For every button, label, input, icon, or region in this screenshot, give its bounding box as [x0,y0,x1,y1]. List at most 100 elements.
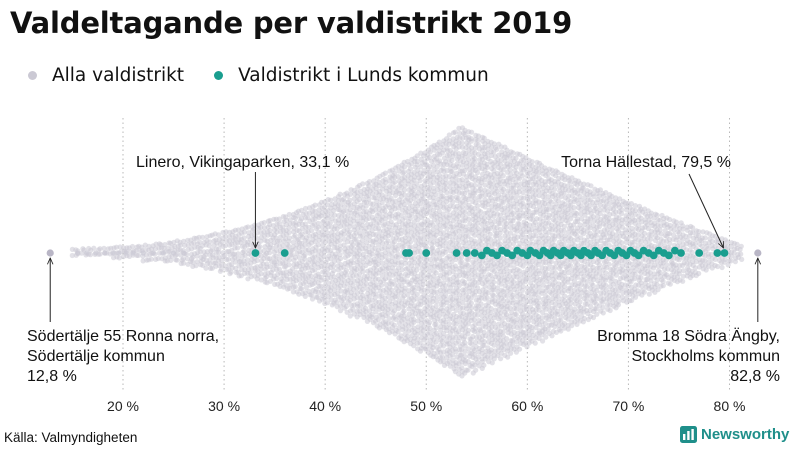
district-point [347,197,353,203]
district-point [375,261,381,267]
district-point [351,278,357,284]
district-point [341,242,347,248]
district-point [367,260,373,267]
district-point [395,329,401,335]
district-point [322,239,328,245]
district-point [385,265,391,271]
district-point [418,201,424,207]
district-point [97,246,103,252]
district-point [233,259,239,265]
district-point [181,260,187,266]
district-point [401,279,407,285]
district-point [219,239,225,245]
district-point [497,230,503,236]
district-point [110,250,116,256]
district-point [312,216,318,222]
district-point [331,258,337,264]
district-point [344,272,350,278]
district-point [561,228,567,234]
district-point [309,292,315,298]
district-point [324,202,330,208]
district-point [116,255,122,261]
district-point [257,244,263,250]
district-point [638,274,644,281]
district-point [343,267,349,274]
district-point [258,277,264,283]
district-point [405,209,411,215]
district-point [535,295,542,301]
district-point [561,190,567,196]
district-point [526,318,532,324]
district-point [190,254,196,260]
district-point [193,263,199,269]
district-point [296,255,303,261]
district-point [478,241,484,247]
district-point [424,289,431,295]
district-point [276,216,282,222]
district-point [427,154,433,160]
district-point [299,286,305,292]
district-point [427,325,433,331]
district-point [519,173,526,179]
district-point [286,262,292,268]
district-point [276,221,282,227]
district-point [303,284,309,291]
newsworthy-logo[interactable]: Newsworthy [680,426,789,443]
district-point [267,227,273,234]
lund-district-point [470,249,479,257]
district-point [508,350,514,356]
district-point [446,206,452,212]
annotation-label: Bromma 18 Södra Ängby, [597,327,780,345]
legend-item-all[interactable]: Alla valdistrikt [28,65,184,86]
district-point [341,204,347,210]
district-point [411,319,417,325]
district-point [402,260,408,266]
district-point [430,298,436,305]
district-point [302,293,308,299]
district-point [692,240,699,246]
district-point [430,277,436,283]
district-point [356,196,362,203]
district-point [459,140,465,146]
district-point [510,279,516,285]
district-point [513,311,519,318]
district-point [353,230,359,236]
district-point [337,191,343,197]
district-point [311,221,317,227]
lund-district-point [695,249,704,257]
district-point [274,225,280,231]
district-point [738,251,744,257]
annotation-label: Torna Hällestad, 79,5 % [561,154,731,171]
district-point [420,328,426,334]
district-point [532,340,538,346]
district-point [308,273,314,279]
lund-district-point [405,249,413,257]
district-point [588,183,594,189]
district-point [474,170,481,176]
district-point [469,305,475,311]
district-point [392,179,398,185]
legend-item-lund[interactable]: Valdistrikt i Lunds kommun [214,65,489,86]
district-point [331,263,337,269]
district-point [292,284,298,290]
district-point [417,178,423,184]
district-point [526,276,532,282]
district-point [552,186,558,192]
district-point [401,243,407,249]
district-point [350,242,356,248]
district-point [498,356,504,362]
district-point [372,295,378,301]
district-point [101,245,107,251]
district-point [414,267,420,273]
district-point [356,242,362,248]
district-point [376,242,382,248]
district-point [338,288,344,294]
district-point [389,268,395,274]
district-point [407,166,414,172]
district-point [337,237,343,243]
district-point [715,263,721,270]
district-point [280,278,286,284]
district-point [69,252,75,259]
district-point [350,260,356,266]
